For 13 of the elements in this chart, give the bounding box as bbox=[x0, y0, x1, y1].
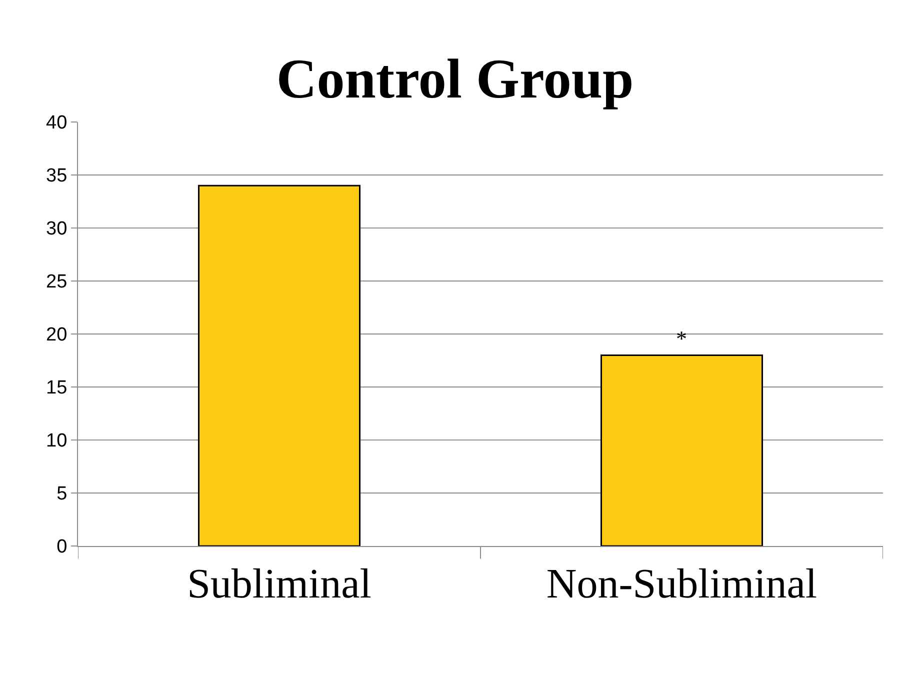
y-tick-label: 25 bbox=[46, 272, 68, 293]
y-tick-label: 5 bbox=[56, 484, 68, 505]
y-tick-label: 40 bbox=[46, 112, 68, 134]
x-tick-label: Non-Subliminal bbox=[546, 561, 818, 608]
chart-title: Control Group bbox=[276, 48, 634, 110]
y-tick-label: 10 bbox=[46, 430, 68, 452]
annotation: * bbox=[676, 326, 687, 351]
y-tick-label: 35 bbox=[46, 166, 68, 187]
y-tick-label: 15 bbox=[46, 378, 68, 399]
y-tick-label: 0 bbox=[56, 536, 68, 558]
y-tick-label: 30 bbox=[46, 218, 68, 240]
y-tick-label: 20 bbox=[46, 324, 68, 346]
x-tick-label: Subliminal bbox=[187, 561, 372, 608]
